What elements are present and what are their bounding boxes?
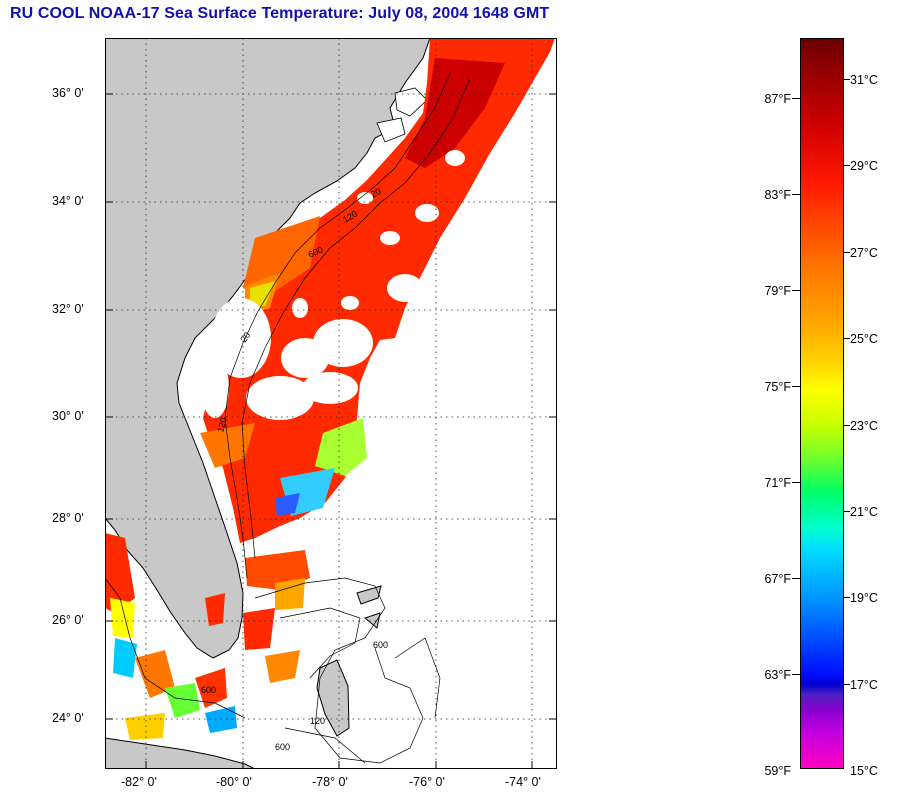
colorbar-fahrenheit-label: 67°F	[764, 572, 791, 586]
latitude-label: 28° 0'	[52, 511, 84, 525]
latitude-label: 24° 0'	[52, 711, 84, 725]
colorbar-fahrenheit-label: 79°F	[764, 284, 791, 298]
latitude-label: 34° 0'	[52, 194, 84, 208]
colorbar-fahrenheit-label: 59°F	[764, 764, 791, 778]
colorbar-celsius-label: 23°C	[850, 419, 878, 433]
longitude-label: -74° 0'	[505, 775, 541, 789]
isobath-label: 600	[373, 640, 388, 650]
longitude-label: -82° 0'	[121, 775, 157, 789]
colorbar-celsius-label: 15°C	[850, 764, 878, 778]
colorbar-fahrenheit-label: 83°F	[764, 188, 791, 202]
isobath-label: 600	[275, 742, 290, 752]
longitude-label: -76° 0'	[409, 775, 445, 789]
land-cuba	[105, 737, 256, 769]
colorbar-celsius-label: 27°C	[850, 246, 878, 260]
isobath-label: 20	[238, 330, 252, 344]
sst-speckle-south	[105, 533, 310, 740]
longitude-label: -80° 0'	[216, 775, 252, 789]
isobath-label: 600	[201, 685, 216, 695]
latitude-label: 30° 0'	[52, 409, 84, 423]
latitude-label: 32° 0'	[52, 302, 84, 316]
colorbar-fahrenheit-label: 71°F	[764, 476, 791, 490]
isobath-label: 120	[215, 416, 229, 433]
page-title: RU COOL NOAA-17 Sea Surface Temperature:…	[10, 5, 550, 22]
land-mainland	[105, 38, 431, 659]
sst-map: 20 120 600 20 120 600 120 600 600	[105, 38, 557, 769]
isobath-label: 120	[310, 716, 325, 726]
colorbar-fahrenheit-label: 63°F	[764, 668, 791, 682]
colorbar-fahrenheit-label: 75°F	[764, 380, 791, 394]
colorbar-celsius-label: 31°C	[850, 73, 878, 87]
colorbar-celsius-label: 17°C	[850, 678, 878, 692]
colorbar-celsius-label: 29°C	[850, 159, 878, 173]
colorbar-celsius-label: 19°C	[850, 591, 878, 605]
colorbar-celsius-label: 21°C	[850, 505, 878, 519]
longitude-label: -78° 0'	[312, 775, 348, 789]
latitude-label: 36° 0'	[52, 86, 84, 100]
colorbar-celsius-label: 25°C	[850, 332, 878, 346]
latitude-label: 26° 0'	[52, 613, 84, 627]
temperature-colorbar	[800, 38, 844, 769]
colorbar-fahrenheit-label: 87°F	[764, 92, 791, 106]
isobath-label: 20	[369, 186, 383, 200]
